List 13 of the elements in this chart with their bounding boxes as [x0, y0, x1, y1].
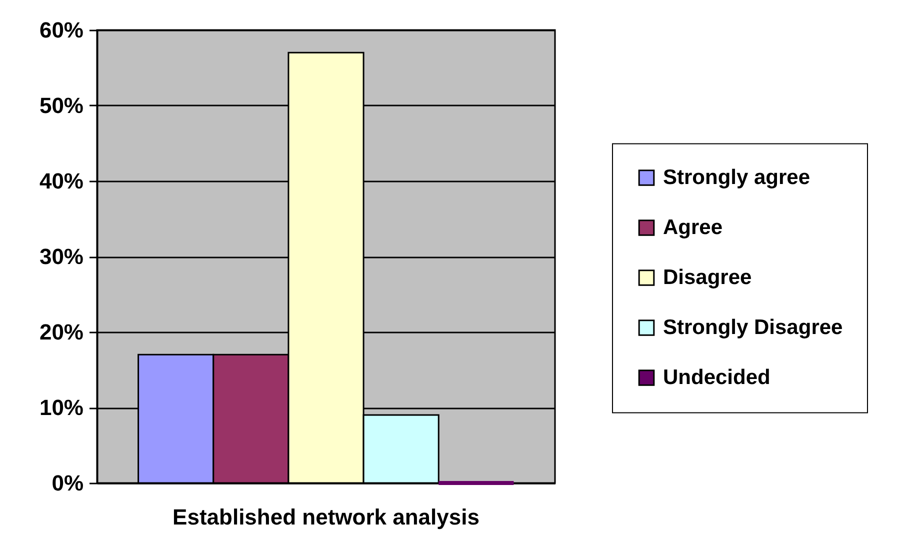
legend-label: Undecided: [663, 366, 770, 389]
x-tick-label: Established network analysis: [172, 504, 480, 530]
y-tick-label: 20%: [39, 320, 84, 344]
y-tick-label: 60%: [39, 18, 84, 42]
y-tick-label: 0%: [52, 470, 84, 496]
legend-label: Strongly Disagree: [663, 316, 843, 339]
y-tick-label: 30%: [39, 244, 84, 269]
legend-label: Disagree: [663, 266, 752, 289]
legend-label: Agree: [663, 216, 723, 239]
legend-label: Strongly agree: [663, 166, 810, 189]
y-tick-label: 40%: [39, 168, 84, 194]
y-tick-label: 50%: [39, 93, 84, 118]
y-tick-label: 10%: [39, 395, 84, 420]
